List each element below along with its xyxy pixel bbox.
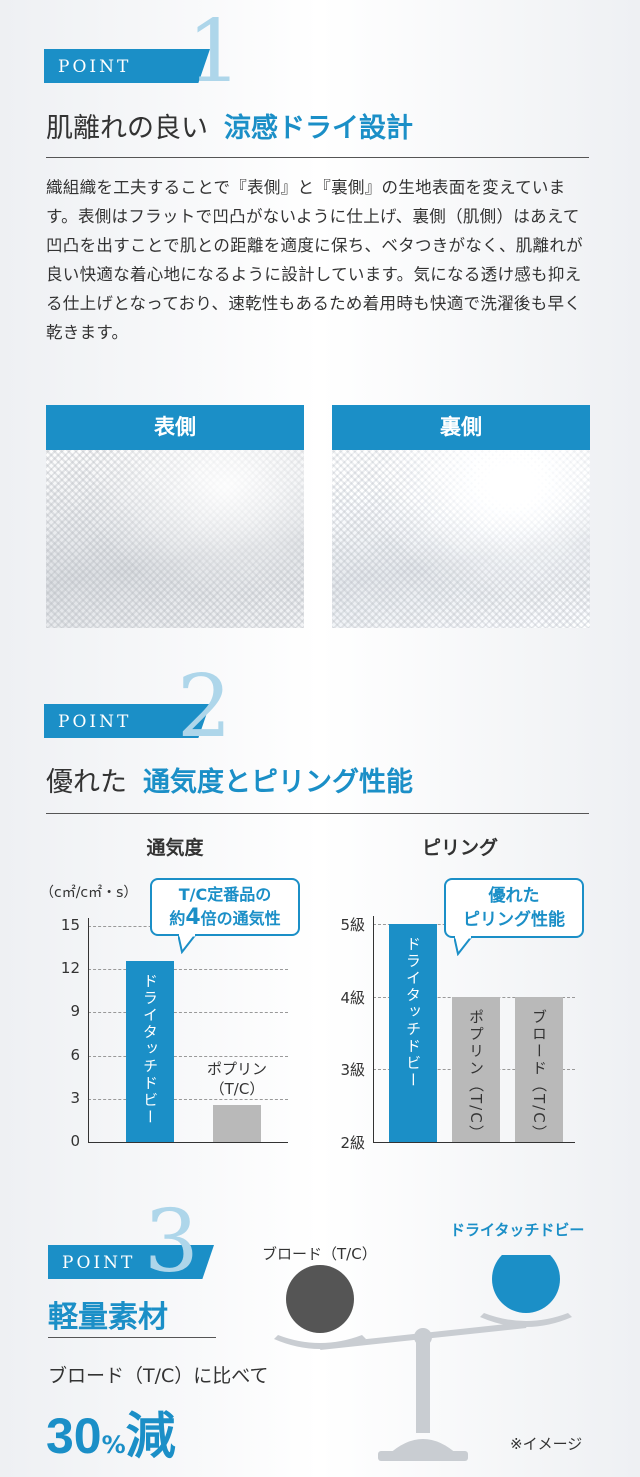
fabric-back: 裏側 [332, 405, 590, 628]
chart2-y-axis [373, 916, 374, 1142]
point1-title-plain: 肌離れの良い [46, 113, 208, 144]
fabric-front: 表側 [46, 405, 304, 628]
point2-badge: POINT 2 [44, 664, 232, 750]
point2-divider [46, 813, 589, 814]
point3-badge-text: POINT [62, 1253, 136, 1273]
point3-title: 軽量素材 [48, 1300, 168, 1335]
chart1-tick-2: 9 [70, 1002, 80, 1021]
airflow-callout-line2: 約4倍の通気性 [169, 905, 281, 930]
fabric-front-photo [46, 450, 304, 628]
point1-title: 肌離れの良い 涼感ドライ設計 [46, 106, 413, 145]
reduction-unit: % [101, 1431, 126, 1459]
pilling-callout-line1: 優れた [488, 886, 540, 906]
point2-title: 優れた 通気度とピリング性能 [46, 760, 413, 799]
balance-scale [274, 1255, 572, 1461]
chart2-bar-0 [389, 924, 437, 1142]
point2-title-plain: 優れた [46, 767, 127, 798]
point1-number: 1 [187, 2, 242, 102]
point2-number: 2 [177, 657, 232, 757]
point1-badge-text: POINT [58, 57, 132, 77]
chart2-x-axis [373, 1142, 575, 1143]
scale-left-label: ブロード（T/C） [262, 1245, 377, 1263]
left-ball [286, 1265, 354, 1333]
right-ball [492, 1255, 560, 1313]
fabric-front-label: 表側 [46, 405, 304, 450]
chart1-x-axis [88, 1142, 288, 1143]
point3-badge: POINT 3 [48, 1199, 214, 1285]
chart1-bar-label-0: ドライタッチドビー [141, 972, 159, 1126]
reduction-number: 30 [46, 1408, 102, 1464]
point2-title-accent: 通気度とピリング性能 [143, 767, 413, 798]
pilling-callout-line2: ピリング性能 [463, 910, 565, 930]
point3-number: 3 [144, 1192, 199, 1292]
airflow-chart-title: 通気度 [146, 837, 204, 859]
chart1-bar-1 [213, 1104, 261, 1142]
airflow-callout-line1: T/C定番品の [178, 885, 272, 904]
point3-compare-text: ブロード（T/C）に比べて [48, 1365, 269, 1387]
chart2-tick-0: 5級 [340, 916, 365, 934]
point1-title-accent: 涼感ドライ設計 [224, 113, 413, 144]
chart1-bar-label-1: ポプリン（T/C） [206, 1059, 267, 1098]
chart1-tick-4: 3 [70, 1088, 80, 1107]
chart2-bar-1 [452, 996, 500, 1142]
chart2-bar-2 [515, 996, 563, 1142]
pilling-callout-pointer [454, 936, 474, 956]
point1-body: 織組織を工夫することで『表側』と『裏側』の生地表面を変えています。表側はフラット… [46, 178, 583, 342]
scale-right-label: ドライタッチドビー [450, 1221, 585, 1239]
point1-divider [46, 157, 589, 158]
chart1-gridline-4 [88, 1098, 288, 1100]
chart1-tick-0: 15 [60, 916, 80, 934]
chart2-tick-2: 3級 [340, 1061, 365, 1080]
airflow-chart-unit: （c㎡/c㎡・s） [40, 885, 138, 901]
point1-badge: POINT 1 [44, 9, 242, 95]
chart1-gridline-3 [88, 1055, 288, 1057]
scale-stand [378, 1341, 468, 1461]
chart1-gridline-1 [88, 969, 288, 971]
reduction-word: 減 [125, 1407, 176, 1465]
chart1-bar-0 [126, 960, 174, 1142]
chart2-bar-label-1: ポプリン（T/C） [467, 1008, 485, 1142]
chart1-y-axis [88, 918, 89, 1142]
airflow-callout-number: 4 [185, 905, 201, 930]
chart1-tick-5: 0 [70, 1132, 80, 1150]
pilling-chart-title: ピリング [421, 837, 498, 859]
airflow-callout-pointer [178, 934, 198, 954]
airflow-callout: T/C定番品の 約4倍の通気性 [150, 878, 300, 936]
fabric-back-photo [332, 450, 590, 628]
point3-reduction: 30%減 [46, 1396, 176, 1468]
pilling-callout: 優れた ピリング性能 [444, 878, 584, 938]
image-note: ※イメージ [510, 1435, 583, 1453]
chart2-bar-label-2: ブロード（T/C） [530, 1008, 548, 1142]
fabric-back-label: 裏側 [332, 405, 590, 450]
point3-divider [48, 1337, 216, 1338]
point2-badge-text: POINT [58, 712, 132, 732]
chart1-tick-3: 6 [70, 1045, 80, 1064]
chart2-tick-3: 2級 [340, 1134, 365, 1152]
chart1-tick-1: 12 [60, 959, 80, 978]
chart2-bar-label-0: ドライタッチドビー [404, 936, 422, 1089]
chart1-gridline-2 [88, 1012, 288, 1014]
chart2-tick-1: 4級 [340, 988, 365, 1007]
